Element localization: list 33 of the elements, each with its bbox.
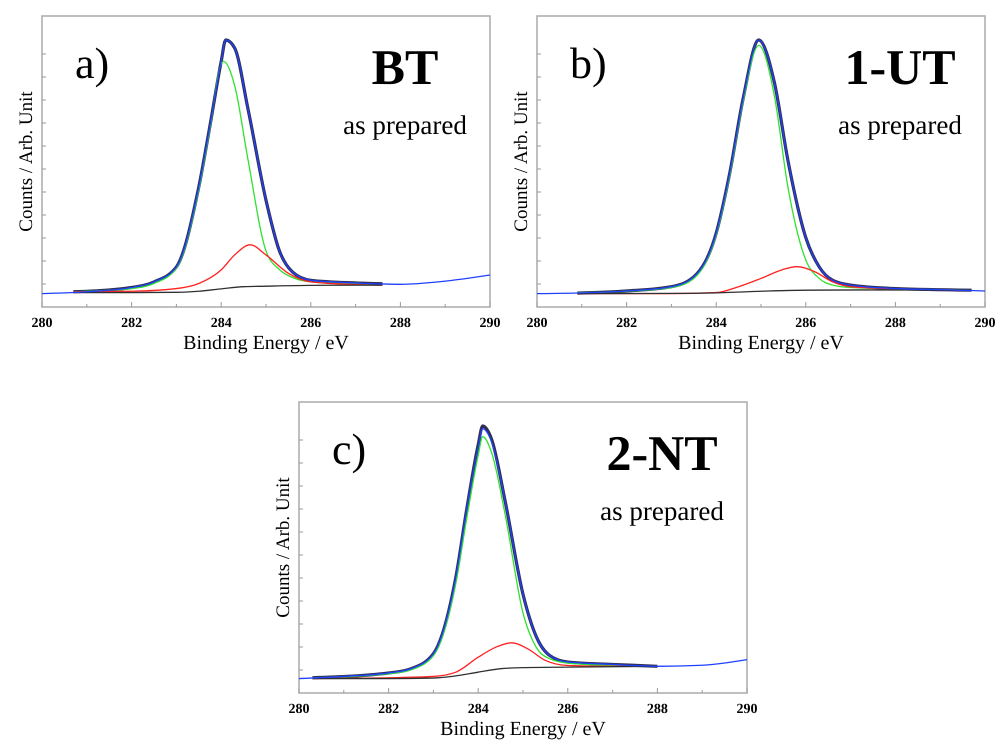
x-axis-title: Binding Energy / eV (440, 718, 606, 740)
text: as prepared (343, 110, 468, 140)
x-tick-label: 286 (300, 316, 322, 331)
x-tick-label: 290 (974, 316, 996, 331)
chart-title: 2-NT (606, 425, 718, 481)
x-tick-label: 286 (795, 316, 816, 331)
x-tick-label: 288 (646, 702, 668, 717)
x-axis-title: Binding Energy / eV (678, 332, 844, 354)
x-tick-label: 290 (736, 702, 758, 717)
x-tick-label: 284 (706, 316, 727, 331)
y-axis-title: Counts / Arb. Unit (16, 90, 37, 232)
annotation: a) (75, 39, 110, 88)
text: as prepared (600, 496, 724, 526)
y-axis-title: Counts / Arb. Unit (511, 90, 532, 232)
x-tick-label: 284 (468, 702, 489, 717)
text: as prepared (838, 110, 962, 140)
x-tick-label: 284 (210, 316, 232, 331)
annotation: c) (332, 425, 366, 474)
x-tick-label: 286 (557, 702, 578, 717)
chart-title: 1-UT (844, 39, 956, 95)
x-axis-title: Binding Energy / eV (183, 332, 350, 354)
x-tick-label: 288 (884, 316, 906, 331)
x-tick-label: 288 (390, 316, 411, 331)
x-tick-label: 282 (616, 316, 638, 331)
x-tick-label: 280 (288, 702, 310, 717)
x-tick-label: 280 (526, 316, 548, 331)
x-tick-label: 282 (378, 702, 400, 717)
y-axis-title: Counts / Arb. Unit (273, 476, 294, 618)
x-tick-label: 290 (480, 316, 500, 331)
chart-title: BT (372, 39, 438, 95)
x-tick-label: 280 (32, 316, 52, 331)
annotation: b) (570, 39, 607, 88)
x-tick-label: 282 (121, 316, 142, 331)
